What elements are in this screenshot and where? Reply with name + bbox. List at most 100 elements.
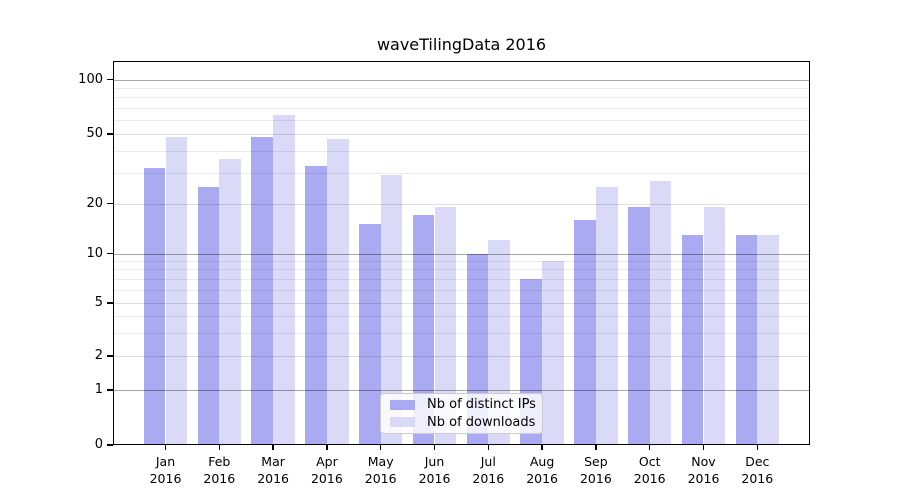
y-tick-label-1: 1 [94, 382, 103, 397]
x-tick-label-aug: Aug 2016 [510, 454, 574, 487]
x-tick-month-text: Jul [480, 454, 496, 469]
bar-distinct-ips-dec [735, 234, 758, 445]
bar-downloads-aug [542, 261, 564, 445]
gridline-minor-7 [113, 278, 809, 280]
bar-downloads-jun [434, 207, 457, 445]
x-tick-mark-apr [326, 445, 328, 450]
gridline-minor-9 [113, 261, 809, 263]
y-tick-mark-50 [107, 133, 113, 135]
x-tick-year-text: 2016 [579, 470, 612, 486]
bar-downloads-dec [757, 234, 780, 445]
gridline-minor-90 [113, 87, 809, 89]
bar-downloads-oct [649, 180, 672, 445]
y-tick-mark-20 [107, 202, 113, 205]
gridline-10 [113, 253, 809, 255]
x-tick-month-text: Aug [529, 454, 555, 469]
gridline-100 [113, 79, 809, 81]
x-tick-month-text: Mar [261, 454, 285, 469]
x-tick-month-text: Jan [155, 454, 176, 469]
x-tick-mark-dec [756, 445, 759, 450]
legend-swatch-distinct-ips [390, 399, 415, 410]
bar-downloads-nov [703, 207, 726, 445]
x-tick-year-text: 2016 [472, 470, 505, 486]
x-tick-year-text: 2016 [310, 470, 343, 486]
x-tick-year-text: 2016 [364, 470, 397, 486]
gridline-5 [113, 303, 809, 304]
y-tick-label-50: 50 [86, 126, 103, 141]
x-tick-label-jul: Jul 2016 [456, 454, 520, 487]
x-tick-label-may: May 2016 [349, 454, 413, 487]
y-tick-label-2: 2 [94, 348, 103, 363]
y-tick-label-10: 10 [86, 245, 103, 261]
bar-downloads-mar [273, 114, 295, 445]
legend-item-downloads: Nb of downloads [381, 414, 542, 432]
y-tick-mark-10 [107, 252, 113, 255]
x-tick-label-dec: Dec 2016 [725, 454, 789, 487]
y-tick-mark-0 [107, 444, 113, 446]
y-tick-label-5: 5 [94, 295, 103, 310]
legend-label-distinct-ips: Nb of distinct IPs [427, 397, 536, 413]
bar-distinct-ips-feb [197, 186, 220, 445]
x-tick-mark-jun [433, 445, 436, 450]
x-tick-mark-may [379, 445, 382, 450]
x-tick-mark-aug [541, 445, 543, 450]
y-tick-label-0: 0 [94, 437, 103, 452]
x-tick-label-jan: Jan 2016 [134, 454, 198, 487]
x-tick-mark-nov [702, 445, 705, 450]
x-tick-month-text: May [367, 454, 394, 469]
gridline-2 [113, 356, 809, 357]
y-tick-mark-5 [107, 302, 113, 304]
gridline-50 [113, 134, 809, 135]
bar-distinct-ips-sep [574, 219, 596, 445]
bar-distinct-ips-jan [143, 167, 166, 445]
x-tick-month-text: Jun [424, 454, 445, 469]
y-tick-label-100: 100 [78, 71, 103, 87]
bar-downloads-may [380, 175, 403, 445]
x-tick-mark-oct [648, 445, 651, 450]
bar-distinct-ips-jun [412, 215, 435, 445]
x-tick-month-text: Sep [584, 454, 608, 469]
bar-distinct-ips-mar [251, 137, 274, 445]
y-tick-mark-2 [107, 355, 113, 357]
bar-downloads-jan [165, 137, 188, 445]
x-tick-year-text: 2016 [633, 470, 666, 486]
gridline-minor-3 [113, 332, 809, 334]
gridline-minor-70 [113, 107, 809, 109]
x-tick-month-text: Apr [316, 454, 338, 469]
bar-distinct-ips-oct [627, 207, 650, 445]
bar-distinct-ips-nov [681, 234, 704, 445]
x-tick-label-oct: Oct 2016 [618, 454, 682, 487]
x-tick-mark-sep [595, 445, 597, 450]
gridline-1 [113, 390, 809, 391]
bar-distinct-ips-apr [305, 165, 327, 445]
x-tick-year-text: 2016 [257, 470, 289, 486]
gridline-minor-30 [113, 172, 809, 174]
y-tick-mark-100 [107, 78, 113, 81]
x-tick-mark-jul [487, 445, 490, 450]
legend-swatch-downloads [390, 417, 415, 428]
x-tick-mark-mar [272, 445, 274, 450]
x-tick-label-feb: Feb 2016 [187, 454, 251, 487]
x-tick-year-text: 2016 [741, 470, 774, 486]
x-tick-year-text: 2016 [526, 470, 558, 486]
x-tick-mark-feb [218, 445, 221, 450]
x-tick-label-apr: Apr 2016 [295, 454, 359, 487]
x-tick-year-text: 2016 [149, 470, 182, 486]
bar-downloads-sep [595, 186, 618, 445]
y-tick-mark-1 [107, 389, 113, 391]
x-tick-label-nov: Nov 2016 [672, 454, 736, 487]
bar-downloads-apr [326, 138, 349, 445]
x-tick-year-text: 2016 [203, 470, 236, 486]
x-tick-label-jun: Jun 2016 [403, 454, 467, 487]
x-tick-month-text: Dec [745, 454, 770, 469]
gridline-minor-80 [113, 97, 809, 99]
legend: Nb of distinct IPs Nb of downloads [380, 393, 543, 434]
gridline-minor-4 [113, 315, 809, 317]
x-tick-month-text: Nov [691, 454, 716, 469]
x-tick-label-sep: Sep 2016 [564, 454, 628, 487]
bar-distinct-ips-may [358, 224, 381, 445]
x-tick-label-mar: Mar 2016 [241, 454, 305, 487]
y-tick-label-20: 20 [86, 195, 103, 211]
legend-item-distinct-ips: Nb of distinct IPs [381, 396, 542, 414]
